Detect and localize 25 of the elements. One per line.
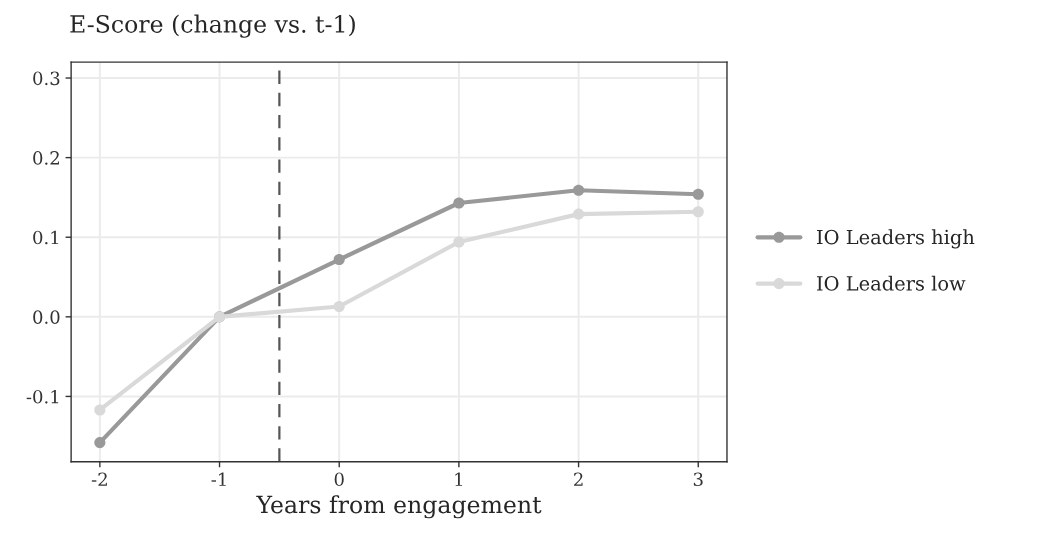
y-tick-label: -0.1 xyxy=(26,389,59,404)
y-tick-label: 0.3 xyxy=(33,71,60,86)
point xyxy=(453,236,465,248)
x-axis-title: Years from engagement xyxy=(256,495,542,519)
y-tick-label: 0.0 xyxy=(33,310,60,324)
x-tick-label: 3 xyxy=(693,472,703,487)
x-tick-label: -1 xyxy=(211,472,226,486)
x-tick-label: -2 xyxy=(91,472,107,486)
point xyxy=(453,197,465,209)
chart-title: E-Score (change vs. t-1) xyxy=(70,14,355,38)
point xyxy=(94,437,106,449)
point xyxy=(573,184,585,196)
point xyxy=(692,206,704,218)
legend-label: IO Leaders low xyxy=(816,275,966,291)
x-tick-label: 0 xyxy=(334,472,344,487)
point xyxy=(573,208,585,220)
point xyxy=(692,188,704,200)
y-tick-label: 0.1 xyxy=(33,230,59,245)
point xyxy=(333,300,345,313)
y-tick-label: 0.2 xyxy=(33,151,59,165)
point xyxy=(333,253,345,266)
point xyxy=(94,404,106,416)
legend-label: IO Leaders high xyxy=(816,229,975,249)
x-tick-label: 1 xyxy=(455,472,463,486)
x-tick-label: 2 xyxy=(574,472,583,486)
